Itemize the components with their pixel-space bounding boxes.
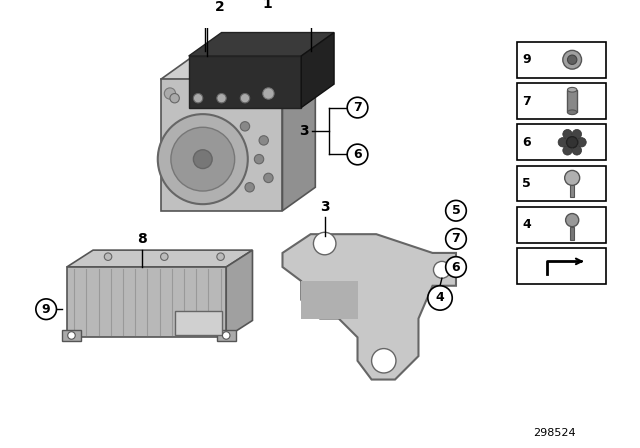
Circle shape [566,214,579,227]
Circle shape [68,332,76,339]
Circle shape [164,88,175,99]
Circle shape [428,286,452,310]
Bar [517,166,606,201]
Bar [568,90,577,112]
Circle shape [171,127,235,191]
Circle shape [193,150,212,168]
Bar [217,330,236,341]
Bar [517,83,606,119]
Polygon shape [301,33,334,108]
Circle shape [566,137,578,148]
Circle shape [558,138,568,147]
Circle shape [193,94,203,103]
Circle shape [577,138,586,147]
Bar [175,311,221,335]
Circle shape [572,129,582,139]
Ellipse shape [568,110,577,115]
Circle shape [264,173,273,183]
Circle shape [347,144,368,165]
Circle shape [568,55,577,65]
Circle shape [170,94,179,103]
Bar [67,267,226,337]
Circle shape [314,233,336,255]
Circle shape [372,349,396,373]
Bar [517,125,606,160]
Text: 4: 4 [522,218,531,231]
Bar [62,330,81,341]
Polygon shape [282,234,456,379]
Circle shape [157,114,248,204]
Circle shape [259,136,268,145]
Text: 4: 4 [436,292,444,305]
Polygon shape [67,250,252,267]
Circle shape [161,253,168,260]
Text: 7: 7 [522,95,531,108]
Text: 6: 6 [522,136,531,149]
Polygon shape [226,250,252,337]
Bar [517,207,606,243]
Text: 3: 3 [320,199,330,214]
Text: 7: 7 [353,101,362,114]
Circle shape [240,122,250,131]
Text: 5: 5 [452,204,460,217]
Text: 9: 9 [42,303,51,316]
Circle shape [445,257,467,277]
Circle shape [564,170,580,185]
Polygon shape [282,56,316,211]
Bar [570,227,574,240]
Circle shape [223,332,230,339]
Circle shape [445,228,467,249]
Bar [189,56,301,108]
Bar [517,248,606,284]
Polygon shape [189,33,334,56]
Bar [570,185,574,197]
Bar [161,79,282,211]
Circle shape [263,88,274,99]
Circle shape [254,155,264,164]
Circle shape [245,183,254,192]
Text: 8: 8 [137,233,147,246]
Circle shape [240,94,250,103]
Text: 6: 6 [353,148,362,161]
Circle shape [36,299,56,319]
Circle shape [563,129,572,139]
Circle shape [347,97,368,118]
Text: 3: 3 [299,124,308,138]
Circle shape [104,253,112,260]
Circle shape [563,50,582,69]
Bar [517,42,606,78]
Circle shape [217,94,226,103]
Circle shape [217,253,225,260]
Circle shape [433,261,451,278]
Text: 9: 9 [522,53,531,66]
Text: 2: 2 [215,0,225,14]
Bar [301,281,358,319]
Text: 6: 6 [452,260,460,273]
Text: 7: 7 [452,233,460,246]
Circle shape [445,200,467,221]
Circle shape [563,146,572,155]
Text: 298524: 298524 [533,428,576,438]
Circle shape [572,146,582,155]
Polygon shape [161,56,316,79]
Text: 5: 5 [522,177,531,190]
Ellipse shape [568,87,577,92]
Text: 1: 1 [262,0,272,11]
